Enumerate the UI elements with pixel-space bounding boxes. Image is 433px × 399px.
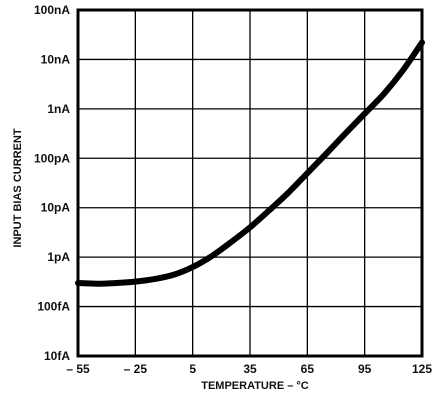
y-tick-labels: 10fA 100fA 1pA 10pA 100pA 1nA 10nA 100nA: [34, 3, 70, 363]
y-tick-label: 1pA: [47, 250, 70, 264]
y-tick-label: 10fA: [44, 349, 70, 363]
x-tick-label: 125: [412, 362, 432, 376]
x-axis-title: TEMPERATURE – °C: [201, 380, 309, 392]
grid: [78, 10, 422, 356]
x-tick-label: – 55: [66, 362, 90, 376]
x-tick-labels: – 55 – 25 5 35 65 95 125: [66, 362, 432, 376]
y-tick-label: 100nA: [34, 3, 70, 17]
x-tick-label: 5: [189, 362, 196, 376]
x-tick-label: 35: [243, 362, 257, 376]
y-tick-label: 10pA: [41, 201, 71, 215]
y-axis-title: INPUT BIAS CURRENT: [12, 128, 24, 247]
x-tick-label: 65: [301, 362, 315, 376]
y-tick-label: 100pA: [34, 151, 70, 165]
x-tick-label: – 25: [124, 362, 148, 376]
y-tick-label: 10nA: [41, 52, 71, 66]
y-tick-label: 100fA: [37, 300, 70, 314]
y-tick-label: 1nA: [47, 102, 70, 116]
x-tick-label: 95: [358, 362, 372, 376]
